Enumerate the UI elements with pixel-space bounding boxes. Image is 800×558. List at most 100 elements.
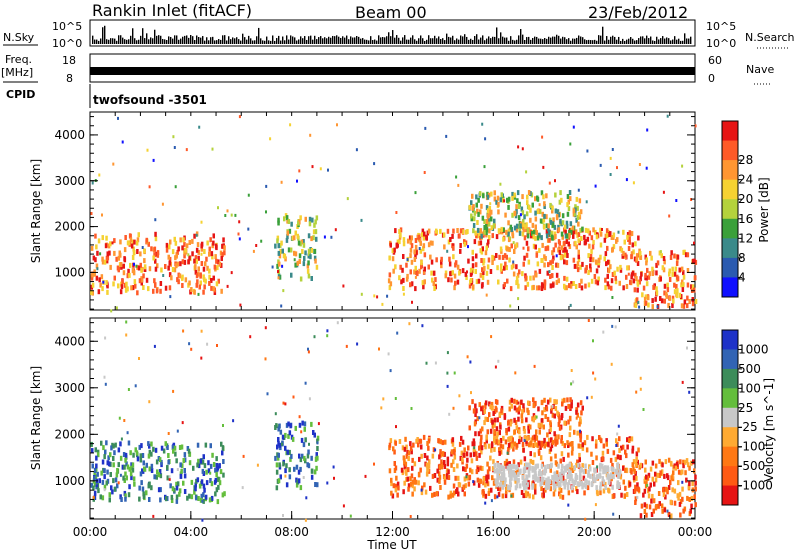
echo-cell bbox=[568, 480, 571, 486]
echo-cell bbox=[414, 265, 417, 271]
echo-cell bbox=[159, 497, 162, 503]
echo-cell bbox=[616, 480, 619, 486]
echo-cell bbox=[644, 272, 647, 278]
echo-cell bbox=[391, 493, 395, 499]
echo-cell bbox=[217, 484, 220, 490]
echo-cell bbox=[649, 482, 652, 488]
echo-cell bbox=[171, 267, 175, 272]
echo-cell bbox=[526, 462, 530, 468]
echo-cell bbox=[129, 237, 133, 243]
echo-cell bbox=[578, 214, 582, 220]
nsky-bar bbox=[208, 40, 210, 44]
echo-cell bbox=[519, 223, 522, 229]
echo-cell bbox=[584, 267, 587, 273]
echo-cell bbox=[572, 208, 576, 214]
echo-cell bbox=[587, 469, 590, 475]
echo-cell bbox=[525, 417, 528, 423]
nsky-bar bbox=[448, 36, 450, 44]
echo-cell bbox=[475, 233, 478, 239]
echo-cell bbox=[333, 476, 335, 480]
echo-cell bbox=[578, 198, 582, 204]
nsky-bar bbox=[642, 36, 644, 44]
nsky-bar bbox=[242, 33, 244, 44]
echo-cell bbox=[409, 481, 413, 487]
nsky-bar bbox=[528, 36, 530, 44]
echo-cell bbox=[481, 246, 484, 252]
echo-cell bbox=[226, 284, 229, 288]
echo-cell bbox=[179, 237, 182, 243]
echo-cell bbox=[143, 248, 146, 254]
echo-cell bbox=[694, 486, 697, 492]
echo-cell bbox=[446, 461, 450, 467]
echo-cell bbox=[481, 275, 485, 280]
echo-cell bbox=[310, 276, 313, 281]
echo-cell bbox=[560, 468, 563, 474]
echo-cell bbox=[124, 457, 127, 463]
echo-cell bbox=[403, 480, 406, 486]
echo-cell bbox=[420, 260, 423, 266]
echo-cell bbox=[611, 296, 614, 299]
echo-cell bbox=[480, 258, 483, 263]
colorbar-frame bbox=[721, 120, 739, 298]
nsky-bar bbox=[506, 37, 508, 44]
velocity-ylabel: Slant Range [km] bbox=[29, 366, 43, 470]
echo-cell bbox=[660, 503, 664, 509]
echo-cell bbox=[549, 427, 552, 432]
echo-cell bbox=[520, 399, 523, 405]
echo-cell bbox=[675, 199, 678, 202]
echo-cell bbox=[543, 407, 546, 413]
echo-cell bbox=[509, 435, 513, 441]
echo-cell bbox=[477, 278, 481, 284]
echo-cell bbox=[671, 303, 674, 308]
echo-cell bbox=[540, 190, 544, 196]
nsky-bar bbox=[508, 40, 510, 44]
echo-cell bbox=[103, 474, 106, 480]
echo-cell bbox=[479, 228, 483, 234]
echo-cell bbox=[642, 492, 645, 498]
nsky-bar bbox=[116, 40, 118, 44]
echo-cell bbox=[98, 173, 101, 177]
nsky-bar bbox=[570, 40, 572, 44]
echo-cell bbox=[486, 429, 489, 435]
echo-cell bbox=[147, 241, 150, 247]
echo-cell bbox=[310, 468, 314, 474]
nsky-bar bbox=[620, 40, 622, 44]
echo-cell bbox=[439, 439, 442, 445]
echo-cell bbox=[288, 228, 292, 234]
echo-cell bbox=[124, 493, 127, 499]
echo-cell bbox=[105, 235, 108, 241]
echo-cell bbox=[409, 515, 412, 518]
echo-cell bbox=[597, 257, 601, 263]
echo-cell bbox=[531, 222, 535, 228]
nsky-bar bbox=[248, 35, 250, 44]
echo-cell bbox=[682, 282, 685, 288]
echo-cell bbox=[220, 256, 223, 261]
echo-cell bbox=[212, 286, 215, 292]
echo-cell bbox=[562, 247, 565, 253]
echo-cell bbox=[595, 439, 598, 445]
echo-cell bbox=[491, 254, 494, 260]
echo-cell bbox=[168, 475, 171, 479]
echo-cell bbox=[592, 339, 594, 343]
echo-cell bbox=[548, 479, 552, 484]
echo-cell bbox=[136, 264, 139, 270]
echo-cell bbox=[618, 448, 621, 453]
echo-cell bbox=[531, 484, 534, 490]
echo-cell bbox=[190, 494, 194, 500]
nsky-bar bbox=[222, 35, 224, 44]
echo-cell bbox=[607, 268, 610, 274]
echo-cell bbox=[115, 472, 119, 478]
echo-cell bbox=[495, 407, 498, 413]
echo-cell bbox=[135, 264, 138, 268]
nsky-bar bbox=[308, 36, 310, 44]
echo-cell bbox=[604, 233, 608, 239]
echo-cell bbox=[592, 239, 595, 245]
echo-cell bbox=[550, 437, 553, 443]
echo-cell bbox=[688, 299, 691, 304]
echo-cell bbox=[680, 282, 683, 288]
colorbar-tick-label: 1000 bbox=[738, 342, 769, 356]
echo-cell bbox=[499, 467, 502, 473]
echo-cell bbox=[271, 265, 274, 269]
echo-cell bbox=[179, 473, 183, 479]
